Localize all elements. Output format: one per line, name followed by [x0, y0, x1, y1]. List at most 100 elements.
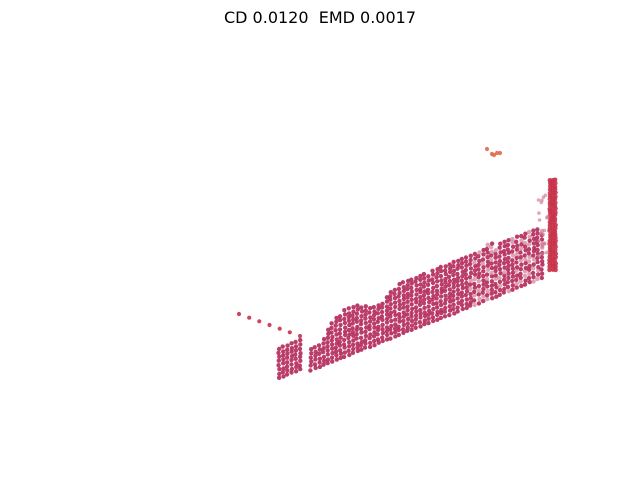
point-cloud-point	[531, 241, 536, 246]
point-cloud-point	[388, 336, 393, 341]
point-cloud-point	[405, 312, 410, 317]
point-cloud-point	[522, 240, 528, 246]
edge-point	[539, 200, 544, 205]
point-cloud-point	[460, 274, 465, 279]
point-cloud-point	[313, 365, 318, 371]
point-cloud-point	[376, 303, 381, 308]
point-cloud-point	[442, 314, 448, 319]
point-cloud-point	[397, 302, 402, 308]
point-cloud-point	[510, 278, 515, 284]
point-cloud-point	[388, 297, 393, 302]
point-cloud-point	[467, 282, 473, 287]
outlier-point	[494, 150, 500, 156]
side-block-point	[285, 343, 290, 348]
point-cloud-point	[426, 308, 432, 314]
point-cloud-point	[535, 231, 540, 236]
point-cloud-point	[388, 327, 393, 332]
point-cloud-point	[506, 289, 511, 294]
point-cloud-point	[342, 350, 347, 355]
point-cloud-point	[535, 247, 540, 253]
point-cloud-point	[325, 340, 330, 345]
point-cloud-point	[481, 269, 486, 274]
side-block-point	[289, 346, 295, 351]
point-cloud-point	[343, 325, 348, 330]
point-cloud-point	[413, 321, 418, 326]
point-cloud-point	[393, 334, 398, 339]
point-cloud-point	[397, 281, 402, 287]
point-cloud-point	[359, 314, 364, 319]
point-cloud-point	[451, 272, 456, 278]
point-cloud-point	[515, 243, 520, 248]
point-cloud-point	[325, 335, 331, 340]
point-cloud-point	[489, 283, 494, 288]
point-cloud-point	[342, 337, 347, 343]
point-cloud-point	[505, 267, 511, 272]
point-cloud-point	[392, 287, 397, 293]
point-cloud-point	[485, 296, 490, 302]
point-cloud-point	[410, 306, 415, 312]
point-cloud-point	[375, 319, 380, 324]
point-cloud-point	[389, 331, 394, 336]
point-cloud-point	[326, 327, 331, 332]
point-cloud-point	[539, 275, 544, 281]
point-cloud-point	[401, 318, 406, 324]
point-cloud-point	[455, 266, 460, 271]
point-cloud-point	[467, 303, 473, 308]
point-cloud-point	[463, 272, 468, 277]
point-cloud-point	[418, 295, 423, 300]
edge-point	[543, 241, 547, 245]
point-cloud-point	[514, 260, 519, 265]
point-cloud-point	[463, 255, 469, 260]
point-cloud-point	[468, 253, 473, 258]
point-cloud-point	[472, 260, 477, 265]
point-cloud-point	[443, 276, 448, 282]
point-cloud-point	[400, 327, 406, 332]
point-cloud-point	[464, 289, 470, 294]
side-block-point	[289, 353, 295, 359]
point-cloud-point	[342, 329, 348, 334]
point-cloud-point	[526, 251, 531, 256]
point-cloud-point	[313, 357, 318, 362]
point-cloud-point	[434, 301, 439, 306]
side-block-point	[284, 372, 290, 377]
point-cloud-point	[329, 321, 334, 326]
edge-point	[553, 206, 558, 211]
point-cloud-point	[393, 329, 398, 335]
edge-point	[543, 193, 548, 198]
point-cloud-point	[405, 295, 410, 300]
point-cloud-point	[338, 348, 343, 353]
point-cloud-point	[539, 271, 545, 276]
point-cloud-point	[363, 316, 368, 321]
point-cloud-point	[477, 258, 482, 264]
point-cloud-point	[334, 319, 339, 324]
point-cloud-point	[350, 350, 356, 355]
point-cloud-point	[505, 259, 511, 265]
point-cloud-point	[472, 298, 477, 303]
point-cloud-point	[418, 282, 423, 287]
point-cloud-point	[531, 274, 536, 280]
point-cloud-point	[405, 328, 410, 333]
point-cloud-point	[531, 279, 536, 284]
point-cloud-point	[388, 306, 393, 311]
point-cloud-point	[510, 283, 515, 288]
point-cloud-point	[405, 291, 410, 297]
point-cloud-point	[493, 248, 498, 253]
point-cloud-point	[414, 292, 419, 297]
point-cloud-point	[337, 331, 342, 336]
point-cloud-point	[422, 310, 427, 315]
point-cloud-point	[505, 247, 511, 252]
side-block-point	[276, 375, 282, 380]
point-cloud-point	[409, 314, 414, 319]
point-cloud-point	[497, 267, 503, 272]
outlier-point	[267, 322, 272, 328]
point-cloud-point	[388, 314, 393, 319]
point-cloud-point	[505, 284, 511, 290]
point-cloud-point	[489, 261, 494, 266]
point-cloud-point	[393, 304, 398, 310]
point-cloud-point	[334, 332, 339, 337]
point-cloud-point	[451, 298, 456, 303]
point-cloud-point	[518, 275, 523, 280]
point-cloud-point	[526, 242, 532, 247]
point-cloud-point	[518, 267, 523, 272]
point-cloud-point	[422, 313, 428, 319]
